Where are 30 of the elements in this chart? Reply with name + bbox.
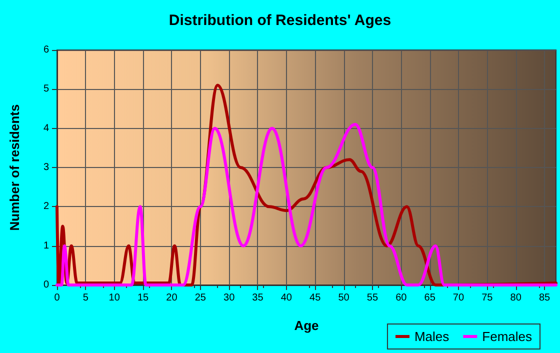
x-tick-label: 85 [538,292,551,304]
y-tick-label: 0 [43,280,50,290]
x-tick-label: 50 [338,292,350,304]
x-tick-label: 25 [194,292,206,304]
x-tick-label: 10 [108,292,120,304]
x-tick-label: 15 [137,292,150,304]
x-tick-label: 0 [54,292,60,304]
legend-label: Females [482,329,532,344]
y-tick-label: 6 [43,44,50,56]
x-tick-label: 55 [366,292,378,304]
x-tick-label: 60 [396,292,408,304]
x-tick-label: 70 [452,292,464,304]
x-tick-label: 35 [252,292,264,304]
y-tick-label: 4 [43,122,50,134]
x-tick-label: 75 [482,292,494,304]
legend-label: Males [414,329,450,344]
x-tick-label: 80 [510,292,522,304]
x-tick-label: 30 [224,292,236,304]
x-tick-label: 20 [166,292,178,304]
x-axis-title: Age [294,318,319,333]
x-tick-label: 5 [82,292,89,304]
chart-title: Distribution of Residents' Ages [168,12,392,29]
x-tick-label: 40 [280,292,292,304]
x-tick-label: 45 [310,292,322,304]
y-tick-label: 3 [43,162,50,173]
y-tick-label: 5 [43,84,50,95]
y-axis-title: Number of residents [7,104,22,231]
x-tick-label: 65 [424,292,436,304]
y-tick-label: 1 [43,240,50,252]
y-tick-label: 2 [43,201,50,212]
